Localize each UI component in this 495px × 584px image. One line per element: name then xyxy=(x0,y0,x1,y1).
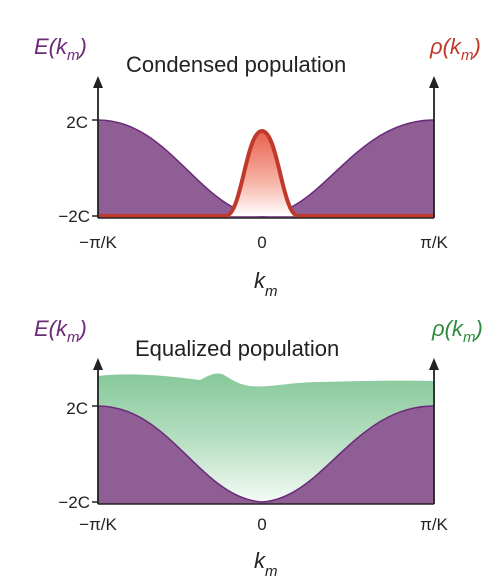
band-fill-top xyxy=(98,120,434,218)
x-axis-label-top: km xyxy=(254,268,278,300)
ytick-label-2c-bottom: 2C xyxy=(66,399,88,418)
xtick-label-right-bottom: π/K xyxy=(420,515,448,534)
x-axis-label-bottom: km xyxy=(254,548,278,580)
left-axis-arrow-top xyxy=(93,76,103,88)
right-axis-label-top: ρ(km) xyxy=(429,34,481,64)
panel-title-bottom: Equalized population xyxy=(135,336,339,361)
ytick-label-neg2c-top: −2C xyxy=(58,207,90,226)
condensed-density-curve xyxy=(98,129,434,218)
right-axis-label-bottom: ρ(km) xyxy=(431,316,483,346)
ytick-label-neg2c-bottom: −2C xyxy=(58,493,90,512)
xtick-label-mid-top: 0 xyxy=(257,233,266,252)
band-curve-bottom xyxy=(97,405,435,503)
xtick-label-mid-bottom: 0 xyxy=(257,515,266,534)
xtick-label-left-top: −π/K xyxy=(79,233,117,252)
band-fill-bottom xyxy=(98,406,434,504)
left-axis-arrow-bottom xyxy=(93,358,103,370)
panel-title-top: Condensed population xyxy=(126,52,346,77)
xtick-label-left-bottom: −π/K xyxy=(79,515,117,534)
ytick-label-2c-top: 2C xyxy=(66,113,88,132)
panel-condensed: E(km) ρ(km) Condensed population 2C −2C … xyxy=(34,34,481,300)
panel-equalized: E(km) ρ(km) Equalized population 2C −2C … xyxy=(34,316,483,580)
xtick-label-right-top: π/K xyxy=(420,233,448,252)
right-axis-arrow-bottom xyxy=(429,358,439,370)
equalized-population-fill xyxy=(98,373,434,502)
condensed-peak-fill xyxy=(230,131,294,216)
left-axis-label-top: E(km) xyxy=(34,34,87,64)
left-axis-label-bottom: E(km) xyxy=(34,316,87,346)
right-axis-arrow-top xyxy=(429,76,439,88)
